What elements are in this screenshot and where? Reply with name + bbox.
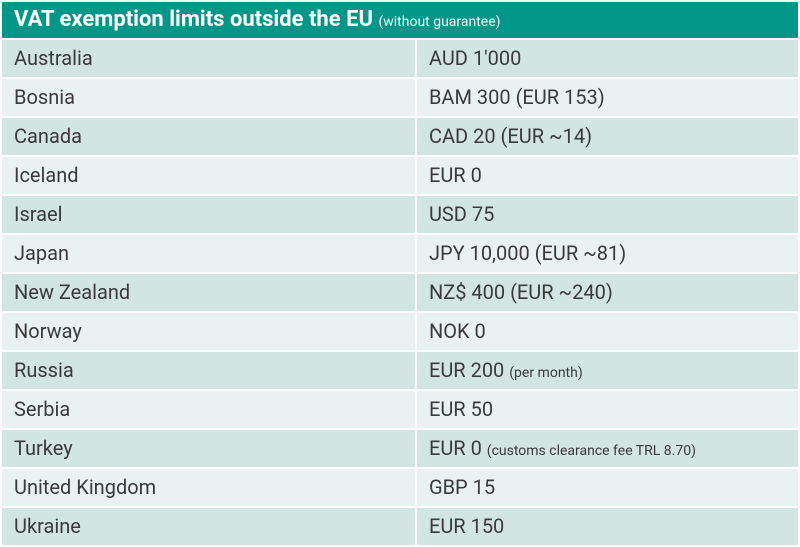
country-cell: Serbia bbox=[1, 390, 416, 429]
table-row: Norway NOK 0 bbox=[1, 312, 799, 351]
country-cell: Australia bbox=[1, 39, 416, 78]
table-title: VAT exemption limits outside the EU bbox=[14, 7, 373, 32]
limit-cell: EUR 0 bbox=[416, 156, 799, 195]
country-cell: Norway bbox=[1, 312, 416, 351]
table-row: Australia AUD 1'000 bbox=[1, 39, 799, 78]
table-row: Serbia EUR 50 bbox=[1, 390, 799, 429]
vat-exemption-table: VAT exemption limits outside the EU (wit… bbox=[0, 0, 800, 547]
limit-cell: AUD 1'000 bbox=[416, 39, 799, 78]
country-cell: New Zealand bbox=[1, 273, 416, 312]
limit-value: NZ$ 400 (EUR ~240) bbox=[429, 280, 613, 304]
limit-value: EUR 200 bbox=[429, 358, 509, 382]
limit-cell: EUR 150 bbox=[416, 507, 799, 546]
limit-value: CAD 20 (EUR ~14) bbox=[429, 124, 592, 148]
country-cell: Russia bbox=[1, 351, 416, 390]
limit-cell: EUR 200 (per month) bbox=[416, 351, 799, 390]
country-cell: Canada bbox=[1, 117, 416, 156]
table-row: TurkeyEUR 0 (customs clearance fee TRL 8… bbox=[1, 429, 799, 468]
country-cell: Israel bbox=[1, 195, 416, 234]
limit-note: (per month) bbox=[509, 365, 582, 381]
table-row: United Kingdom GBP 15 bbox=[1, 468, 799, 507]
limit-cell: USD 75 bbox=[416, 195, 799, 234]
table-row: Canada CAD 20 (EUR ~14) bbox=[1, 117, 799, 156]
table-subtitle: (without guarantee) bbox=[378, 14, 500, 30]
limit-value: BAM 300 (EUR 153) bbox=[429, 85, 605, 109]
limit-cell: NOK 0 bbox=[416, 312, 799, 351]
limit-cell: CAD 20 (EUR ~14) bbox=[416, 117, 799, 156]
limit-value: USD 75 bbox=[429, 202, 494, 226]
table-row: Ukraine EUR 150 bbox=[1, 507, 799, 546]
limit-value: EUR 150 bbox=[429, 514, 504, 538]
limit-value: GBP 15 bbox=[429, 475, 495, 499]
country-cell: Ukraine bbox=[1, 507, 416, 546]
country-cell: Bosnia bbox=[1, 78, 416, 117]
limit-value: JPY 10,000 (EUR ~81) bbox=[429, 241, 626, 265]
limit-value: EUR 0 bbox=[429, 436, 487, 460]
limit-cell: EUR 50 bbox=[416, 390, 799, 429]
table-row: Iceland EUR 0 bbox=[1, 156, 799, 195]
limit-cell: BAM 300 (EUR 153) bbox=[416, 78, 799, 117]
country-cell: Iceland bbox=[1, 156, 416, 195]
table-row: Israel USD 75 bbox=[1, 195, 799, 234]
table-row: Bosnia BAM 300 (EUR 153) bbox=[1, 78, 799, 117]
table-row: Japan JPY 10,000 (EUR ~81) bbox=[1, 234, 799, 273]
limit-cell: EUR 0 (customs clearance fee TRL 8.70) bbox=[416, 429, 799, 468]
table-row: RussiaEUR 200 (per month) bbox=[1, 351, 799, 390]
country-cell: Turkey bbox=[1, 429, 416, 468]
limit-cell: GBP 15 bbox=[416, 468, 799, 507]
table-header-cell: VAT exemption limits outside the EU (wit… bbox=[1, 1, 799, 39]
country-cell: United Kingdom bbox=[1, 468, 416, 507]
limit-value: EUR 50 bbox=[429, 397, 493, 421]
limit-value: AUD 1'000 bbox=[429, 46, 521, 70]
limit-value: NOK 0 bbox=[429, 319, 486, 343]
limit-note: (customs clearance fee TRL 8.70) bbox=[487, 443, 696, 459]
limit-cell: JPY 10,000 (EUR ~81) bbox=[416, 234, 799, 273]
table-row: New Zealand NZ$ 400 (EUR ~240) bbox=[1, 273, 799, 312]
table-header-row: VAT exemption limits outside the EU (wit… bbox=[1, 1, 799, 39]
limit-cell: NZ$ 400 (EUR ~240) bbox=[416, 273, 799, 312]
country-cell: Japan bbox=[1, 234, 416, 273]
limit-value: EUR 0 bbox=[429, 163, 482, 187]
